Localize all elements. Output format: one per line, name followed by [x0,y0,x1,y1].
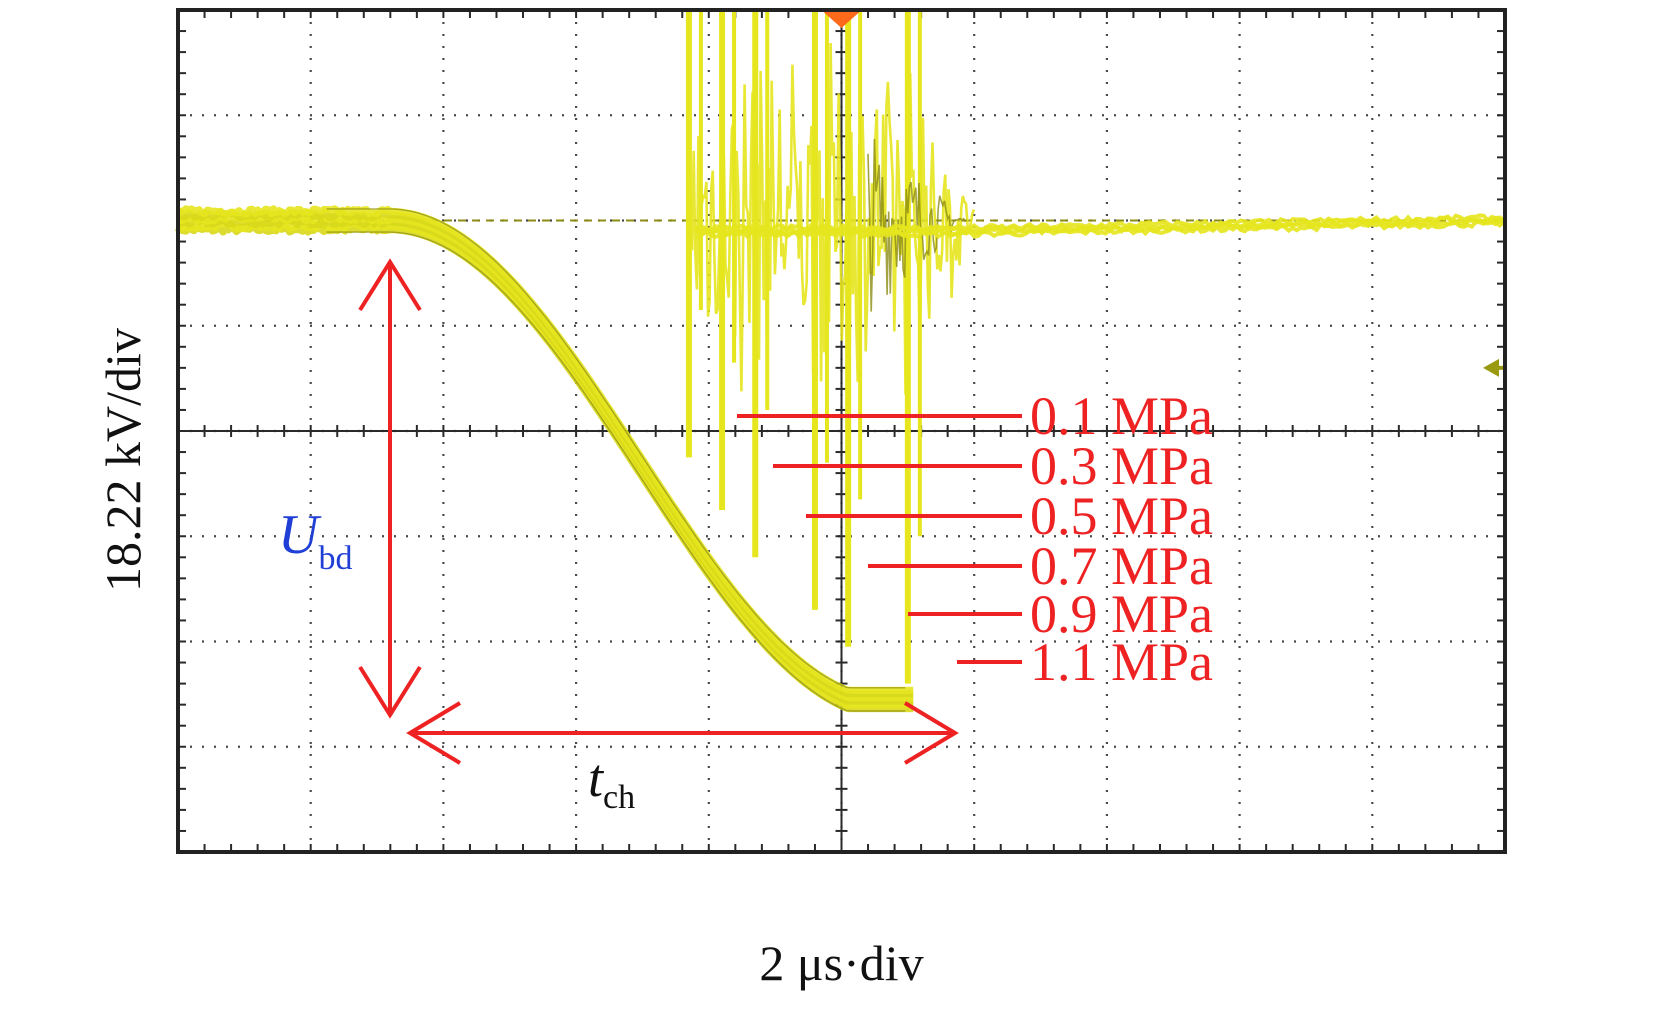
tch-subscript: ch [603,779,635,816]
traces [174,10,1505,713]
tch-arrow-head-right [903,701,959,765]
tch-arrow-head-left [406,701,462,765]
plot-frame [176,8,1507,854]
pressure-label: 0.9 MPa [1030,584,1213,644]
pressure-label: 0.7 MPa [1030,536,1213,596]
trigger-position-marker [823,12,860,28]
ubd-subscript: bd [318,540,352,577]
falling-trace [176,205,914,694]
x-axis-label: 2 μs·div [759,935,923,991]
ubd-arrow-head-top [358,258,422,312]
labels: 18.22 kV/div 2 μs·div [95,328,924,991]
trace-edge [326,208,906,689]
pressure-label: 0.1 MPa [1030,386,1213,446]
ubd-symbol: U [278,504,322,566]
trigger-level-marker [1483,358,1499,377]
post-breakdown-oscillation [687,42,976,395]
tch-symbol: t [588,748,605,808]
y-axis-label: 18.22 kV/div [95,328,151,592]
tch-label: tch [588,748,635,816]
pressure-label: 0.3 MPa [1030,436,1213,496]
pressure-label: 0.5 MPa [1030,486,1213,546]
trace-edge [326,231,906,712]
recovered-baseline-trace [694,213,1505,233]
ubd-arrow-head-bottom [358,665,422,719]
ubd-label: Ubd [278,504,352,577]
pressure-label: 1.1 MPa [1030,632,1213,692]
